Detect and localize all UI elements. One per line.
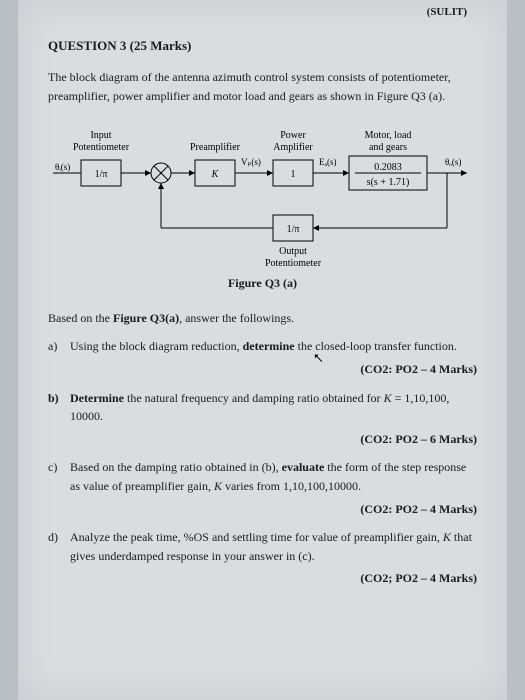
- item-a-marks: (CO2: PO2 – 4 Marks): [70, 360, 477, 379]
- prompt-post: , answer the followings.: [179, 311, 294, 325]
- block-out-pot: 1/π: [286, 224, 299, 235]
- intro-text: The block diagram of the antenna azimuth…: [48, 68, 477, 106]
- item-d-t1a: Analyze the peak time, %OS and settling …: [70, 530, 443, 544]
- item-d: d) Analyze the peak time, %OS and settli…: [48, 528, 477, 588]
- item-a-label: a): [48, 337, 70, 378]
- lbl-out2: Potentiometer: [264, 258, 321, 269]
- item-b-t1: Determine: [70, 391, 124, 405]
- item-c-t3b: K: [214, 479, 222, 493]
- block-in-pot: 1/π: [94, 169, 107, 180]
- item-c-t2: evaluate: [282, 460, 325, 474]
- document-page: (SULIT) QUESTION 3 (25 Marks) The block …: [18, 0, 507, 700]
- item-a-t3: the closed-loop transfer function.: [295, 339, 457, 353]
- item-c-label: c): [48, 458, 70, 518]
- sig-vp: Vₚ(s): [241, 157, 261, 167]
- item-b-t2a: the natural frequency and damping ratio …: [124, 391, 384, 405]
- block-motor-num: 0.2083: [374, 162, 402, 173]
- item-d-marks: (CO2; PO2 – 4 Marks): [70, 569, 477, 588]
- item-c-marks: (CO2: PO2 – 4 Marks): [70, 500, 477, 519]
- figure-caption: Figure Q3 (a): [48, 276, 477, 291]
- item-a-t2: determine: [243, 339, 295, 353]
- sig-theta-o: θₒ(s): [445, 157, 461, 167]
- lbl-input2: Potentiometer: [72, 142, 129, 153]
- prompt-figref: Figure Q3(a): [113, 311, 179, 325]
- intro-line2: preamplifier, power amplifier and motor …: [48, 89, 445, 103]
- lbl-mot1: Motor, load: [364, 130, 411, 141]
- block-preamp: K: [210, 169, 219, 180]
- item-b-label: b): [48, 389, 70, 449]
- question-prompt: Based on the Figure Q3(a), answer the fo…: [48, 309, 477, 327]
- header-tag: (SULIT): [427, 6, 467, 18]
- lbl-mot2: and gears: [368, 142, 406, 153]
- item-d-t1b: K: [443, 530, 451, 544]
- item-a: a) Using the block diagram reduction, de…: [48, 337, 477, 378]
- item-b-t2b: K: [384, 391, 392, 405]
- item-d-label: d): [48, 528, 70, 588]
- question-title: QUESTION 3 (25 Marks): [48, 38, 477, 54]
- sig-ea: Eₐ(s): [319, 157, 336, 167]
- lbl-input1: Input: [90, 130, 111, 141]
- block-motor-den: s(s + 1.71): [366, 177, 409, 188]
- lbl-pow2: Amplifier: [273, 142, 313, 153]
- item-c-t3c: varies from 1,10,100,10000.: [222, 479, 361, 493]
- item-a-t1: Using the block diagram reduction,: [70, 339, 243, 353]
- intro-line1: The block diagram of the antenna azimuth…: [48, 70, 451, 84]
- block-diagram: Input Potentiometer Preamplifier Power A…: [48, 120, 477, 270]
- item-b-marks: (CO2: PO2 – 6 Marks): [70, 430, 477, 449]
- lbl-out1: Output: [279, 246, 307, 257]
- lbl-pow1: Power: [280, 130, 306, 141]
- item-b: b) Determine the natural frequency and d…: [48, 389, 477, 449]
- sig-theta-i: θᵢ(s): [55, 162, 70, 172]
- block-power-amp: 1: [290, 169, 295, 180]
- item-c: c) Based on the damping ratio obtained i…: [48, 458, 477, 518]
- prompt-pre: Based on the: [48, 311, 113, 325]
- item-c-t1: Based on the damping ratio obtained in (…: [70, 460, 282, 474]
- lbl-pre: Preamplifier: [190, 142, 241, 153]
